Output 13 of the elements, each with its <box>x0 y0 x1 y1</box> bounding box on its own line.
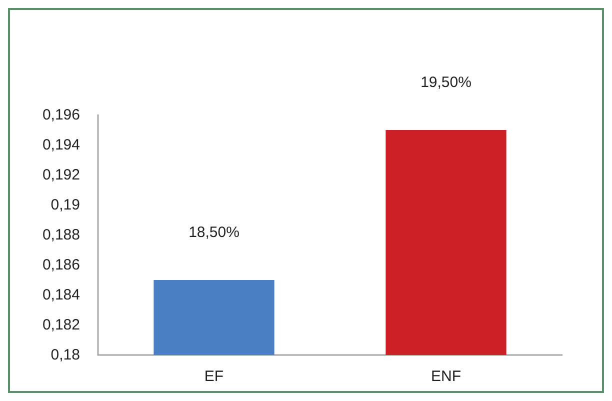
y-tick-label: 0,188 <box>42 226 80 244</box>
x-tick-label: EF <box>204 368 224 385</box>
x-tick-label: ENF <box>431 368 461 385</box>
y-tick-label: 0,182 <box>42 316 80 334</box>
y-tick-label: 0,192 <box>42 166 80 184</box>
y-tick-label: 0,18 <box>50 346 80 364</box>
y-tick-label: 0,194 <box>42 136 80 154</box>
y-tick-label: 0,184 <box>42 286 80 304</box>
data-label: 18,50% <box>188 224 240 241</box>
y-tick-label: 0,196 <box>42 106 80 124</box>
y-tick-label: 0,186 <box>42 256 80 274</box>
data-label: 19,50% <box>420 74 472 91</box>
y-tick-label: 0,19 <box>50 196 80 214</box>
